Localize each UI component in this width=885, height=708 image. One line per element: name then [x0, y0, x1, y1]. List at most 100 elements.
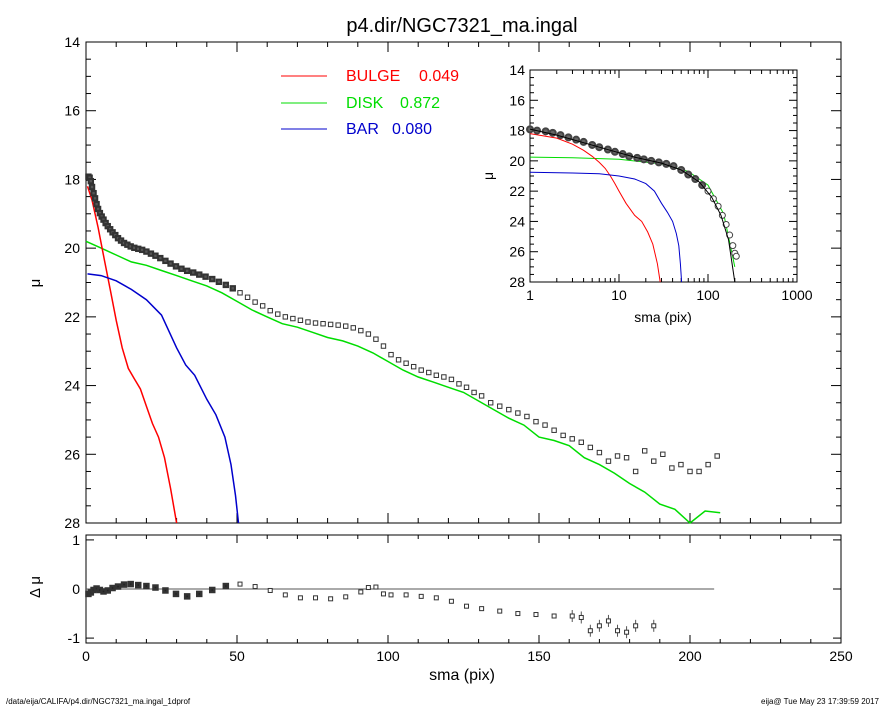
residual-x-tick-label: 150 — [527, 648, 551, 664]
legend-bulge-label: BULGE — [346, 68, 400, 85]
residual-data-point — [313, 595, 319, 601]
profile-data-point — [87, 177, 95, 185]
profile-data-point — [403, 360, 409, 366]
profile-data-point — [282, 314, 289, 320]
residual-data-point — [267, 587, 273, 593]
residual-data-point — [533, 612, 539, 618]
profile-data-point — [714, 453, 720, 459]
profile-data-point — [448, 376, 455, 383]
residual-data-point — [569, 613, 575, 619]
residual-x-tick-label: 50 — [229, 648, 245, 664]
main-y-tick-label: 28 — [64, 515, 80, 531]
profile-data-point — [183, 267, 191, 275]
profile-data-point — [88, 183, 96, 191]
main-series — [85, 173, 721, 524]
main-y-tick-label: 22 — [64, 309, 80, 325]
profile-data-point — [395, 357, 402, 363]
residual-data-point — [596, 623, 602, 629]
profile-data-point — [426, 369, 432, 376]
main-y-tick-label: 18 — [64, 171, 80, 187]
residual-y-axis-label: Δ μ — [27, 576, 44, 598]
inset-x-axis-label: sma (pix) — [634, 309, 692, 325]
residual-x-tick-label: 0 — [82, 648, 90, 664]
profile-data-point — [578, 439, 584, 445]
residual-data-point — [448, 598, 454, 604]
main-y-tick-label: 14 — [64, 34, 80, 50]
residual-data-point — [120, 581, 128, 588]
inset-y-tick-label: 24 — [509, 213, 525, 229]
profile-data-point — [335, 322, 341, 328]
residual-data-point — [605, 618, 611, 624]
inset-y-axis-label: μ — [480, 172, 496, 180]
residual-data-point — [297, 595, 303, 601]
inset-data-point — [704, 187, 712, 195]
profile-data-point — [696, 468, 702, 475]
main-y-tick-label: 20 — [64, 240, 80, 256]
profile-data-point — [524, 413, 530, 420]
profile-data-point — [380, 343, 387, 349]
residual-series — [85, 580, 715, 639]
inset-y-tick-label: 28 — [509, 274, 525, 290]
profile-data-point — [651, 458, 657, 464]
residual-data-point — [624, 629, 630, 635]
legend-disk-label: DISK — [346, 95, 384, 112]
inset-y-tick-label: 16 — [509, 92, 525, 108]
profile-data-point — [196, 271, 203, 278]
profile-data-point — [312, 320, 319, 326]
main-y-tick-label: 26 — [64, 446, 80, 462]
residual-data-point — [373, 584, 379, 590]
profile-data-point — [275, 311, 281, 317]
profile-data-point — [533, 418, 539, 425]
profile-data-point — [358, 327, 364, 334]
legend-disk-value: 0.872 — [400, 95, 440, 112]
profile-data-point — [90, 189, 97, 197]
inset-x-tick-label: 100 — [696, 287, 720, 303]
residual-data-point — [222, 582, 230, 590]
profile-data-point — [669, 465, 675, 471]
legend-bar-label: BAR — [346, 121, 379, 138]
inset-y-tick-label: 18 — [509, 123, 525, 139]
residual-data-point — [587, 628, 593, 634]
main-ticks: 14 16 18 20 22 24 26 28 — [64, 34, 842, 531]
profile-data-point — [343, 323, 349, 329]
inset-bar-line — [529, 171, 683, 283]
residual-x-tick-label: 200 — [678, 648, 702, 664]
disk-model-line — [85, 240, 721, 524]
profile-data-point — [215, 278, 223, 286]
profile-data-point — [410, 363, 417, 370]
residual-data-point — [143, 582, 150, 590]
profile-data-point — [587, 444, 594, 451]
profile-data-point — [172, 263, 180, 270]
profile-data-point — [487, 400, 494, 406]
profile-data-point — [463, 384, 470, 390]
residual-x-axis-label: sma (pix) — [429, 667, 495, 684]
profile-data-point — [267, 307, 273, 314]
profile-data-point — [237, 290, 243, 296]
profile-data-point — [320, 321, 326, 327]
inset-data-point — [729, 242, 737, 250]
main-y-tick-label: 24 — [64, 378, 80, 394]
residual-data-point — [237, 581, 243, 587]
legend-bulge-value: 0.049 — [419, 68, 459, 85]
residual-data-point — [183, 593, 191, 600]
bulge-model-line — [86, 186, 178, 524]
profile-data-point — [290, 315, 296, 322]
profile-data-point — [229, 285, 236, 292]
residual-data-point — [252, 584, 258, 590]
inset-panel: 1 10 100 1000 14 16 18 20 22 24 26 28 μ sma (pix) — [480, 62, 813, 325]
profile-data-point — [569, 436, 575, 442]
footer-file-path: /data/eija/CALIFA/p4.dir/NGC7321_ma.inga… — [6, 697, 191, 706]
legend-bar-value: 0.080 — [392, 121, 432, 138]
chart-title: p4.dir/NGC7321_ma.ingal — [346, 15, 577, 37]
profile-data-point — [305, 319, 311, 325]
profile-data-point — [157, 254, 164, 262]
inset-x-tick-label: 1 — [526, 287, 534, 303]
profile-data-point — [515, 410, 521, 416]
residual-data-point — [433, 595, 439, 601]
residual-data-point — [633, 623, 639, 629]
inset-y-tick-label: 20 — [509, 153, 525, 169]
profile-data-point — [497, 403, 503, 409]
profile-data-point — [209, 275, 216, 283]
